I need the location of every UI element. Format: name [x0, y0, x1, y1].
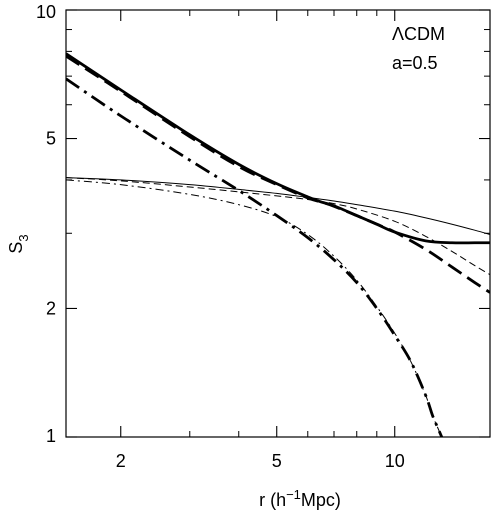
series-line-thick-dashed: [66, 54, 490, 294]
svg-text:S3: S3: [6, 234, 31, 253]
y-tick-label: 10: [36, 2, 56, 22]
x-axis-label-tail: Mpc): [301, 490, 341, 510]
series-line-thick-dashdot: [66, 77, 444, 437]
annotation-model: ΛCDM: [392, 24, 445, 44]
series-line-thin-dashed: [66, 177, 490, 276]
series-line-thin-solid: [66, 177, 490, 235]
y-axis-label-main: S: [6, 242, 26, 254]
plot-frame: [65, 9, 491, 438]
annotation-expansion-factor: a=0.5: [392, 53, 438, 73]
x-tick-label: 2: [116, 451, 126, 471]
x-tick-label: 5: [272, 451, 282, 471]
y-tick-label: 2: [46, 298, 56, 318]
x-axis-label-superscript: −1: [286, 487, 301, 502]
y-tick-label: 5: [46, 129, 56, 149]
x-tick-label: 10: [385, 451, 405, 471]
series-group: [66, 52, 490, 437]
y-axis-label-subscript: 3: [16, 234, 31, 241]
y-axis-label: S3: [6, 234, 31, 253]
x-axis-label-main: r (h: [259, 490, 286, 510]
y-tick-label: 1: [46, 426, 56, 446]
x-axis-label: r (h−1Mpc): [259, 487, 341, 510]
series-line-thin-dashdot: [66, 179, 443, 437]
axis-ticks: [66, 9, 490, 438]
axis-tick-labels: 2 5 10 1 2 5 10: [36, 2, 405, 471]
series-line-thick-solid: [66, 52, 490, 245]
